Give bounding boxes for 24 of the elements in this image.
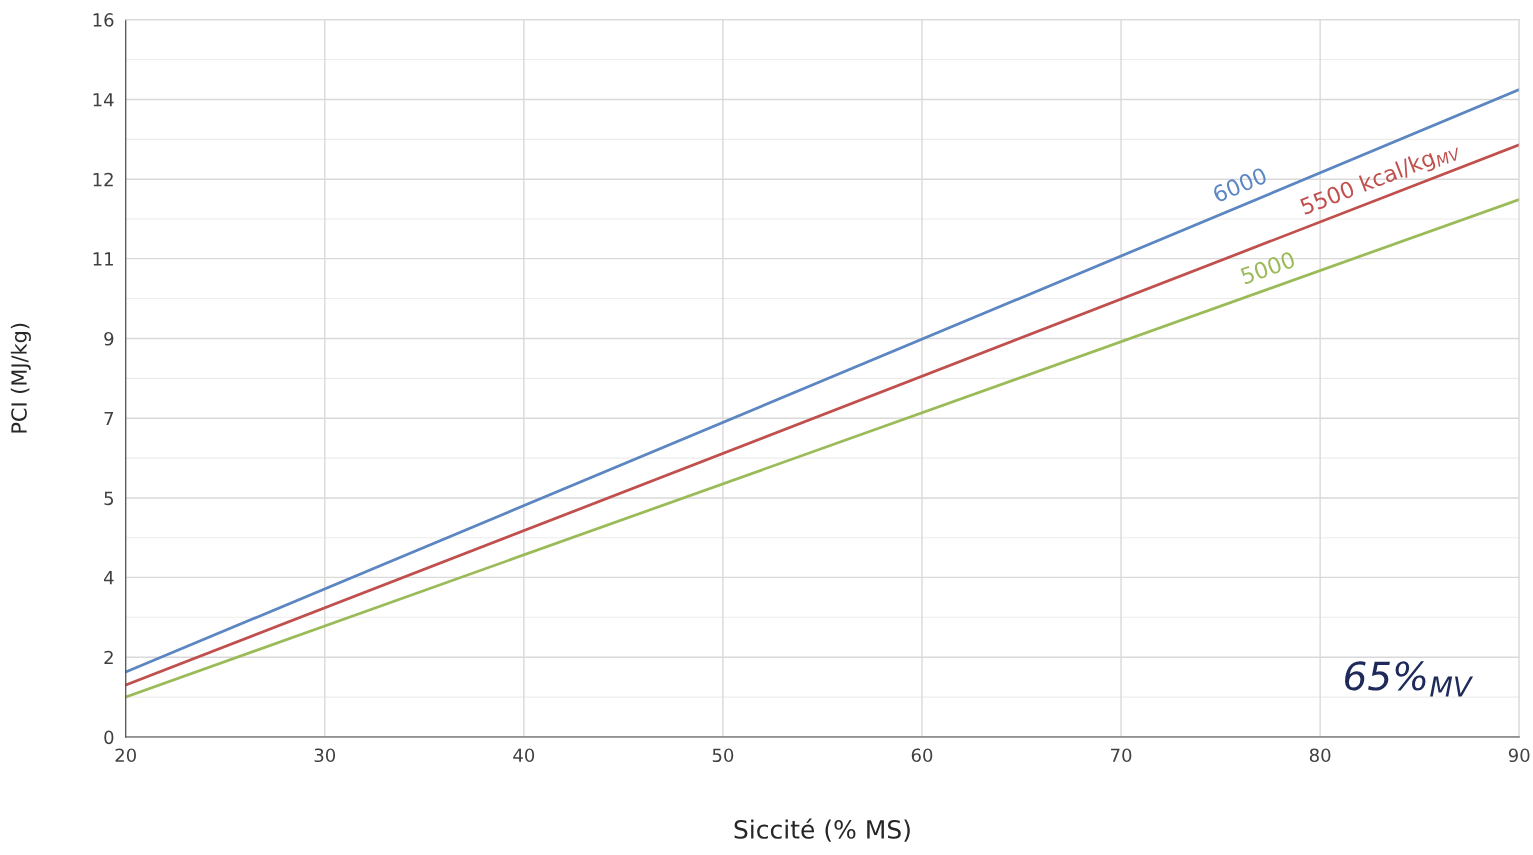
- x-tick-label: 80: [1309, 748, 1331, 763]
- x-tick-label: 30: [314, 748, 336, 763]
- x-tick-label: 60: [911, 748, 933, 763]
- x-tick-label: 50: [712, 748, 734, 763]
- y-tick-label: 14: [93, 93, 114, 107]
- y-tick-label: 11: [93, 252, 113, 266]
- text: 5500 kcal/kg$_{MV}$: [1299, 138, 1463, 220]
- y-tick-label: 9: [104, 331, 114, 346]
- y-tick-label: 0: [104, 730, 114, 745]
- text: 5000: [1239, 250, 1296, 285]
- annotation: 65%$_{MV}$: [1345, 661, 1474, 697]
- y-tick-label: 12: [93, 172, 113, 187]
- x-tick-label: 20: [115, 748, 136, 763]
- y-tick-label: 2: [104, 650, 113, 665]
- y-tick-label: 4: [103, 571, 114, 585]
- y-tick-label: 16: [93, 13, 114, 27]
- text: 6000: [1211, 166, 1268, 203]
- x-tick-label: 90: [1508, 748, 1530, 763]
- x-tick-label: 40: [513, 748, 535, 763]
- y-axis-title: PCI (MJ/kg): [10, 323, 31, 433]
- x-axis-title: Siccité (% MS): [734, 818, 910, 842]
- x-tick-label: 70: [1111, 748, 1132, 763]
- y-tick-label: 7: [104, 411, 114, 426]
- y-tick-label: 5: [104, 491, 114, 506]
